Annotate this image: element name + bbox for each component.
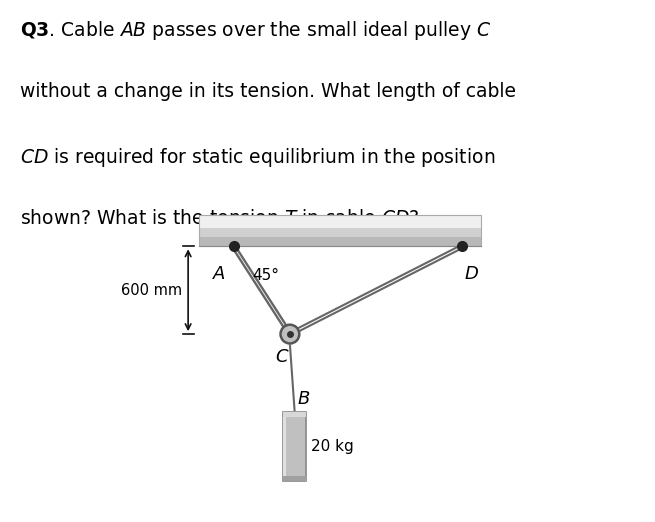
Bar <box>199 237 481 246</box>
Bar <box>283 412 286 481</box>
Bar <box>283 476 307 481</box>
Text: $\mathbf{Q3}$. Cable $AB$ passes over the small ideal pulley $C$: $\mathbf{Q3}$. Cable $AB$ passes over th… <box>20 19 491 42</box>
Text: without a change in its tension. What length of cable: without a change in its tension. What le… <box>20 82 515 101</box>
Text: B: B <box>298 390 310 408</box>
Text: 45°: 45° <box>252 268 279 283</box>
Text: C: C <box>276 348 288 366</box>
Text: D: D <box>464 265 479 283</box>
Bar <box>283 412 307 417</box>
Text: A: A <box>214 265 226 283</box>
Bar <box>199 215 481 246</box>
Bar <box>199 215 481 228</box>
Text: 20 kg: 20 kg <box>311 440 354 454</box>
Text: $CD$ is required for static equilibrium in the position: $CD$ is required for static equilibrium … <box>20 146 495 169</box>
Bar <box>199 228 481 237</box>
Circle shape <box>280 325 299 343</box>
Bar <box>283 412 307 481</box>
Text: shown? What is the tension $T$ in cable $CD$?: shown? What is the tension $T$ in cable … <box>20 209 419 228</box>
Text: 600 mm: 600 mm <box>121 283 182 298</box>
